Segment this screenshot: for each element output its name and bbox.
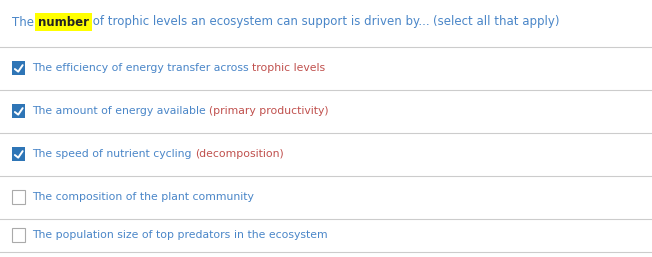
Text: of trophic levels an ecosystem can support is driven by...: of trophic levels an ecosystem can suppo… xyxy=(89,15,433,29)
Text: (select all that apply): (select all that apply) xyxy=(433,15,559,29)
Text: (primary productivity): (primary productivity) xyxy=(209,106,329,116)
Text: The efficiency of energy transfer across: The efficiency of energy transfer across xyxy=(32,63,252,73)
Text: The amount of energy available: The amount of energy available xyxy=(32,106,209,116)
FancyBboxPatch shape xyxy=(12,190,25,204)
Text: The population size of top predators: The population size of top predators xyxy=(32,230,234,240)
Text: The: The xyxy=(12,15,38,29)
Text: in: in xyxy=(234,230,244,240)
Text: number: number xyxy=(38,15,89,29)
Text: (decomposition): (decomposition) xyxy=(195,149,284,159)
FancyBboxPatch shape xyxy=(12,228,25,242)
Text: The speed of nutrient cycling: The speed of nutrient cycling xyxy=(32,149,195,159)
Text: the ecosystem: the ecosystem xyxy=(244,230,327,240)
FancyBboxPatch shape xyxy=(12,104,25,118)
FancyBboxPatch shape xyxy=(12,147,25,161)
FancyBboxPatch shape xyxy=(12,61,25,75)
Text: The composition of the plant community: The composition of the plant community xyxy=(32,192,254,202)
Text: trophic levels: trophic levels xyxy=(252,63,325,73)
